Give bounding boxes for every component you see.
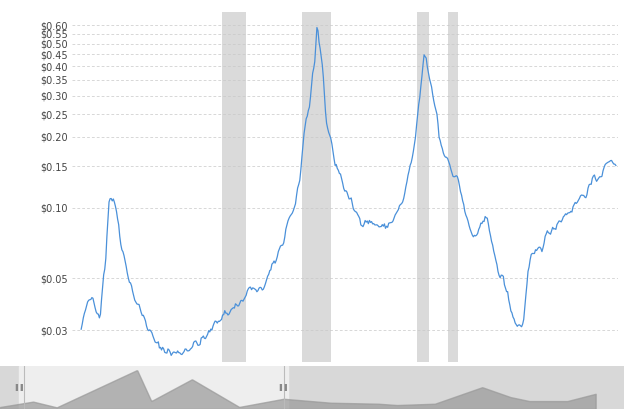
Bar xyxy=(222,12,246,362)
Bar xyxy=(303,12,331,362)
Bar xyxy=(19,366,288,409)
Bar xyxy=(448,12,458,362)
Bar xyxy=(417,12,429,362)
Text: ❚❚: ❚❚ xyxy=(13,384,25,391)
Text: ❚❚: ❚❚ xyxy=(277,384,288,391)
